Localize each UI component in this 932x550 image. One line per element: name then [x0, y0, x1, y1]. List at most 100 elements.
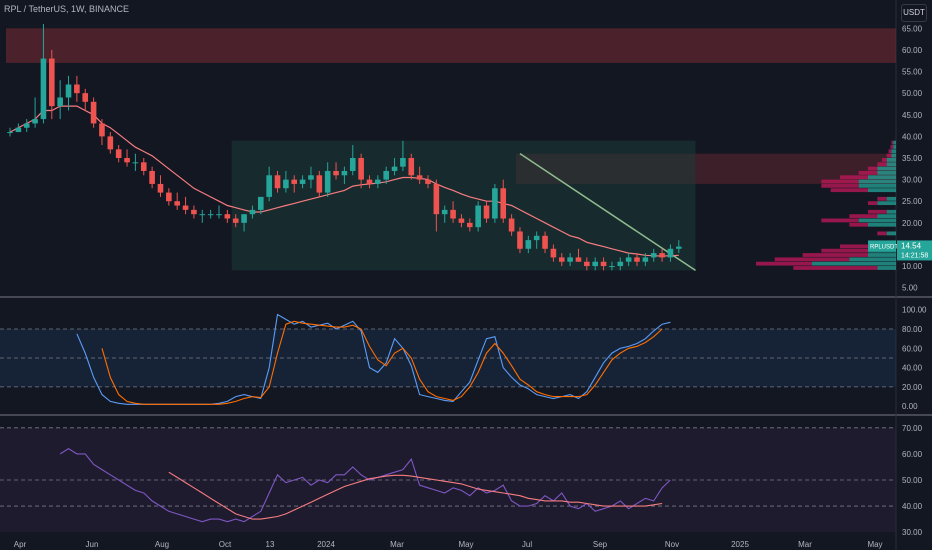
candle-body [492, 188, 498, 219]
time-axis-tick: Mar [390, 540, 404, 549]
volume-profile-buy-bar [877, 166, 896, 171]
candle-body [542, 235, 548, 249]
price-axis-tick: 5.00 [902, 284, 918, 293]
price-label: 14.54 [901, 241, 922, 250]
candle-body [525, 240, 532, 249]
volume-profile-sell-bar [821, 248, 868, 253]
oscillator-axis-tick: 60.00 [902, 450, 923, 459]
candle-body [458, 218, 465, 223]
volume-profile-buy-bar [886, 158, 896, 162]
volume-profile-buy-bar [868, 175, 896, 180]
candle-body [166, 192, 172, 202]
volume-profile-buy-bar [877, 266, 896, 270]
candle-body [182, 205, 189, 210]
candle-body [333, 170, 339, 176]
currency-button[interactable]: USDT [901, 4, 927, 22]
candle-body [517, 231, 523, 249]
volume-profile-buy-bar [849, 257, 896, 262]
volume-profile-buy-bar [877, 214, 896, 219]
volume-profile-sell-bar [877, 231, 887, 236]
candle-body [132, 162, 139, 164]
price-axis-tick: 35.00 [902, 154, 923, 163]
candle-body [550, 248, 557, 258]
candle-body [291, 179, 298, 184]
candle-body [23, 123, 30, 128]
range-box [231, 140, 696, 271]
volume-profile-sell-bar [840, 244, 878, 249]
candle-body [32, 119, 38, 124]
time-axis-tick: 13 [266, 540, 275, 549]
candle-body [299, 179, 306, 184]
candle-body [283, 179, 289, 189]
candle-body [441, 209, 448, 215]
candle-body [508, 218, 515, 232]
candle-body [57, 97, 63, 107]
countdown-label: 14:21:58 [901, 252, 928, 259]
candle-body [207, 214, 214, 216]
candle-body [584, 261, 590, 267]
candle-body [232, 218, 239, 223]
oscillator-series-line [59, 448, 671, 523]
volume-profile-buy-bar [868, 188, 896, 193]
price-axis-tick: 30.00 [902, 176, 923, 185]
candle-body [533, 235, 540, 241]
volume-profile-buy-bar [868, 253, 896, 257]
candle-body [258, 196, 264, 210]
candle-body [157, 183, 164, 193]
candle-body [316, 175, 323, 193]
volume-profile-sell-bar [868, 209, 887, 214]
candle-body [659, 253, 665, 258]
candle-body [341, 170, 348, 176]
candle-body [174, 201, 180, 206]
time-axis-tick: 2024 [317, 540, 335, 549]
time-axis-tick: 2025 [731, 540, 749, 549]
candle-body [391, 166, 398, 171]
oscillator-axis-tick: 50.00 [902, 476, 923, 485]
price-axis-tick: 10.00 [902, 262, 923, 271]
candle-body [90, 101, 97, 124]
price-axis-tick: 60.00 [902, 46, 923, 55]
candle-body [500, 188, 507, 219]
volume-profile-buy-bar [891, 153, 896, 158]
candle-body [676, 246, 682, 249]
candle-body [625, 257, 632, 262]
time-axis-tick: Apr [14, 540, 27, 549]
candle-body [241, 214, 247, 223]
oscillator-axis-tick: 80.00 [902, 325, 923, 334]
volume-profile-sell-bar [821, 179, 859, 184]
candle-body [65, 84, 72, 98]
candle-body [266, 175, 272, 197]
volume-profile-sell-bar [756, 261, 812, 266]
time-axis-tick: May [458, 540, 473, 549]
candle-body [450, 209, 456, 219]
oscillator-series-line [101, 320, 663, 405]
candle-body [416, 175, 423, 180]
volume-profile-buy-bar [893, 145, 896, 149]
candle-body [667, 248, 674, 258]
candle-body [383, 170, 389, 180]
candle-body [567, 257, 573, 262]
time-axis-tick: Aug [155, 540, 169, 549]
time-axis-tick: Oct [219, 540, 232, 549]
candle-body [642, 257, 649, 262]
candle-body [650, 253, 657, 258]
price-axis-tick: 25.00 [902, 197, 923, 206]
candle-body [115, 149, 122, 158]
candle-body [617, 261, 624, 267]
candle-body [358, 158, 364, 180]
time-axis-tick: Jul [522, 540, 532, 549]
oscillator-axis-tick: 100.00 [902, 306, 927, 315]
volume-profile-buy-bar [893, 140, 896, 145]
candle-body [575, 257, 582, 262]
candle-body [366, 179, 373, 184]
candle-body [49, 58, 55, 107]
time-axis-tick: Nov [665, 540, 679, 549]
price-axis-tick: 65.00 [902, 24, 923, 33]
price-label-bg [897, 240, 932, 261]
price-axis-tick: 45.00 [902, 111, 923, 120]
volume-profile-buy-bar [858, 218, 896, 223]
candle-body [191, 209, 197, 215]
candle-body [249, 209, 256, 215]
volume-profile-sell-bar [890, 145, 894, 149]
